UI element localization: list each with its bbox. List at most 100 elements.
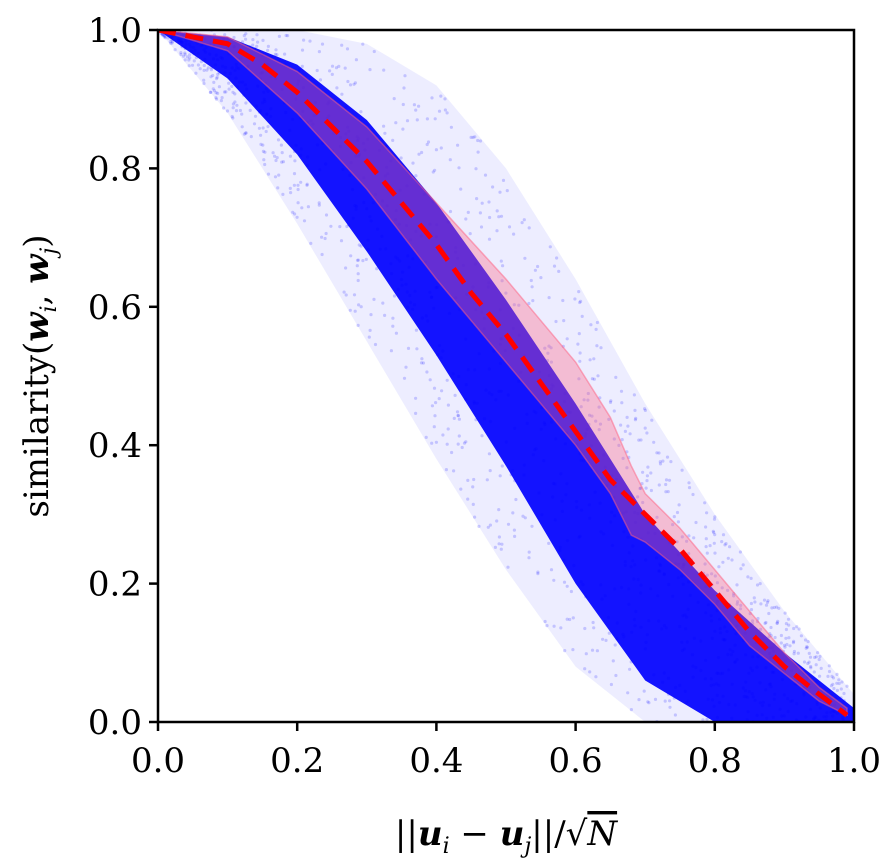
scatter-point xyxy=(752,596,756,600)
scatter-point xyxy=(769,625,773,630)
scatter-point xyxy=(797,627,801,631)
scatter-point xyxy=(466,478,470,482)
scatter-point xyxy=(770,606,774,610)
scatter-point xyxy=(199,43,203,48)
scatter-point xyxy=(783,611,787,615)
scatter-point xyxy=(664,490,668,494)
scatter-point xyxy=(183,58,187,62)
scatter-point xyxy=(547,344,551,348)
scatter-point xyxy=(430,295,434,299)
scatter-point xyxy=(613,514,617,518)
scatter-point xyxy=(202,48,206,52)
scatter-point xyxy=(203,50,208,54)
scatter-point xyxy=(232,35,236,40)
scatter-point xyxy=(361,141,366,145)
scatter-point xyxy=(318,168,322,172)
scatter-point xyxy=(389,349,393,353)
scatter-point xyxy=(223,33,227,37)
scatter-point xyxy=(683,613,687,617)
scatter-cloud xyxy=(158,30,854,722)
scatter-point xyxy=(825,711,829,715)
scatter-point xyxy=(202,81,206,86)
scatter-point xyxy=(812,670,816,674)
scatter-point xyxy=(743,689,748,693)
scatter-point xyxy=(309,119,313,123)
scatter-point xyxy=(772,642,776,646)
scatter-point xyxy=(808,655,813,659)
scatter-point xyxy=(317,50,321,54)
scatter-point xyxy=(653,697,658,702)
scatter-point xyxy=(688,593,692,598)
scatter-point xyxy=(473,262,478,266)
scatter-point xyxy=(589,323,593,327)
scatter-point xyxy=(482,316,486,320)
scatter-point xyxy=(476,150,480,154)
scatter-point xyxy=(513,426,517,430)
scatter-point xyxy=(817,657,821,662)
scatter-point xyxy=(577,535,581,539)
scatter-point xyxy=(480,434,484,438)
scatter-point xyxy=(659,563,663,568)
scatter-point xyxy=(231,90,235,94)
scatter-point xyxy=(428,290,432,294)
scatter-point xyxy=(704,611,708,615)
scatter-point xyxy=(482,417,487,421)
scatter-point xyxy=(362,176,366,180)
dashed-series-line xyxy=(158,30,849,718)
scatter-point xyxy=(168,40,172,44)
scatter-point xyxy=(617,443,621,447)
scatter-point xyxy=(401,102,405,107)
scatter-point xyxy=(649,471,653,475)
scatter-point xyxy=(643,408,648,412)
scatter-point xyxy=(808,707,813,711)
scatter-point xyxy=(804,646,808,650)
scatter-point xyxy=(405,184,409,188)
scatter-point xyxy=(827,669,832,674)
scatter-point xyxy=(202,78,206,82)
scatter-point xyxy=(641,500,645,505)
scatter-point xyxy=(716,671,720,676)
scatter-point xyxy=(656,594,660,598)
scatter-point xyxy=(755,713,759,718)
scatter-point xyxy=(620,438,624,442)
scatter-point xyxy=(457,434,461,438)
scatter-point xyxy=(792,639,796,644)
scatter-point xyxy=(615,621,619,625)
scatter-point xyxy=(666,490,670,494)
scatter-point xyxy=(674,685,678,690)
scatter-point xyxy=(354,58,358,62)
scatter-point xyxy=(716,656,721,660)
y-tick-label: 0.6 xyxy=(88,288,142,328)
scatter-point xyxy=(671,523,675,527)
scatter-point xyxy=(466,497,470,501)
scatter-point xyxy=(832,703,837,707)
scatter-point xyxy=(756,655,760,659)
scatter-point xyxy=(588,516,592,520)
scatter-point xyxy=(672,515,676,519)
scatter-point xyxy=(432,306,436,310)
scatter-point xyxy=(608,400,613,404)
scatter-point xyxy=(448,158,452,162)
scatter-point xyxy=(230,114,234,119)
scatter-point xyxy=(501,264,505,268)
scatter-point xyxy=(646,531,650,535)
scatter-point xyxy=(170,38,174,42)
scatter-point xyxy=(785,642,789,647)
scatter-point xyxy=(273,175,278,179)
scatter-point xyxy=(210,66,214,70)
scatter-point xyxy=(771,649,776,653)
scatter-point xyxy=(703,562,707,566)
scatter-point xyxy=(421,361,425,365)
scatter-point xyxy=(675,540,679,544)
scatter-point xyxy=(815,700,819,704)
scatter-point xyxy=(414,328,418,332)
scatter-point xyxy=(301,86,305,90)
scatter-point xyxy=(365,207,369,211)
scatter-point xyxy=(238,108,242,113)
scatter-point xyxy=(831,682,835,686)
scatter-point xyxy=(288,154,292,158)
scatter-point xyxy=(572,563,576,568)
scatter-point xyxy=(661,680,665,684)
scatter-point xyxy=(584,595,588,599)
scatter-point xyxy=(437,397,441,401)
